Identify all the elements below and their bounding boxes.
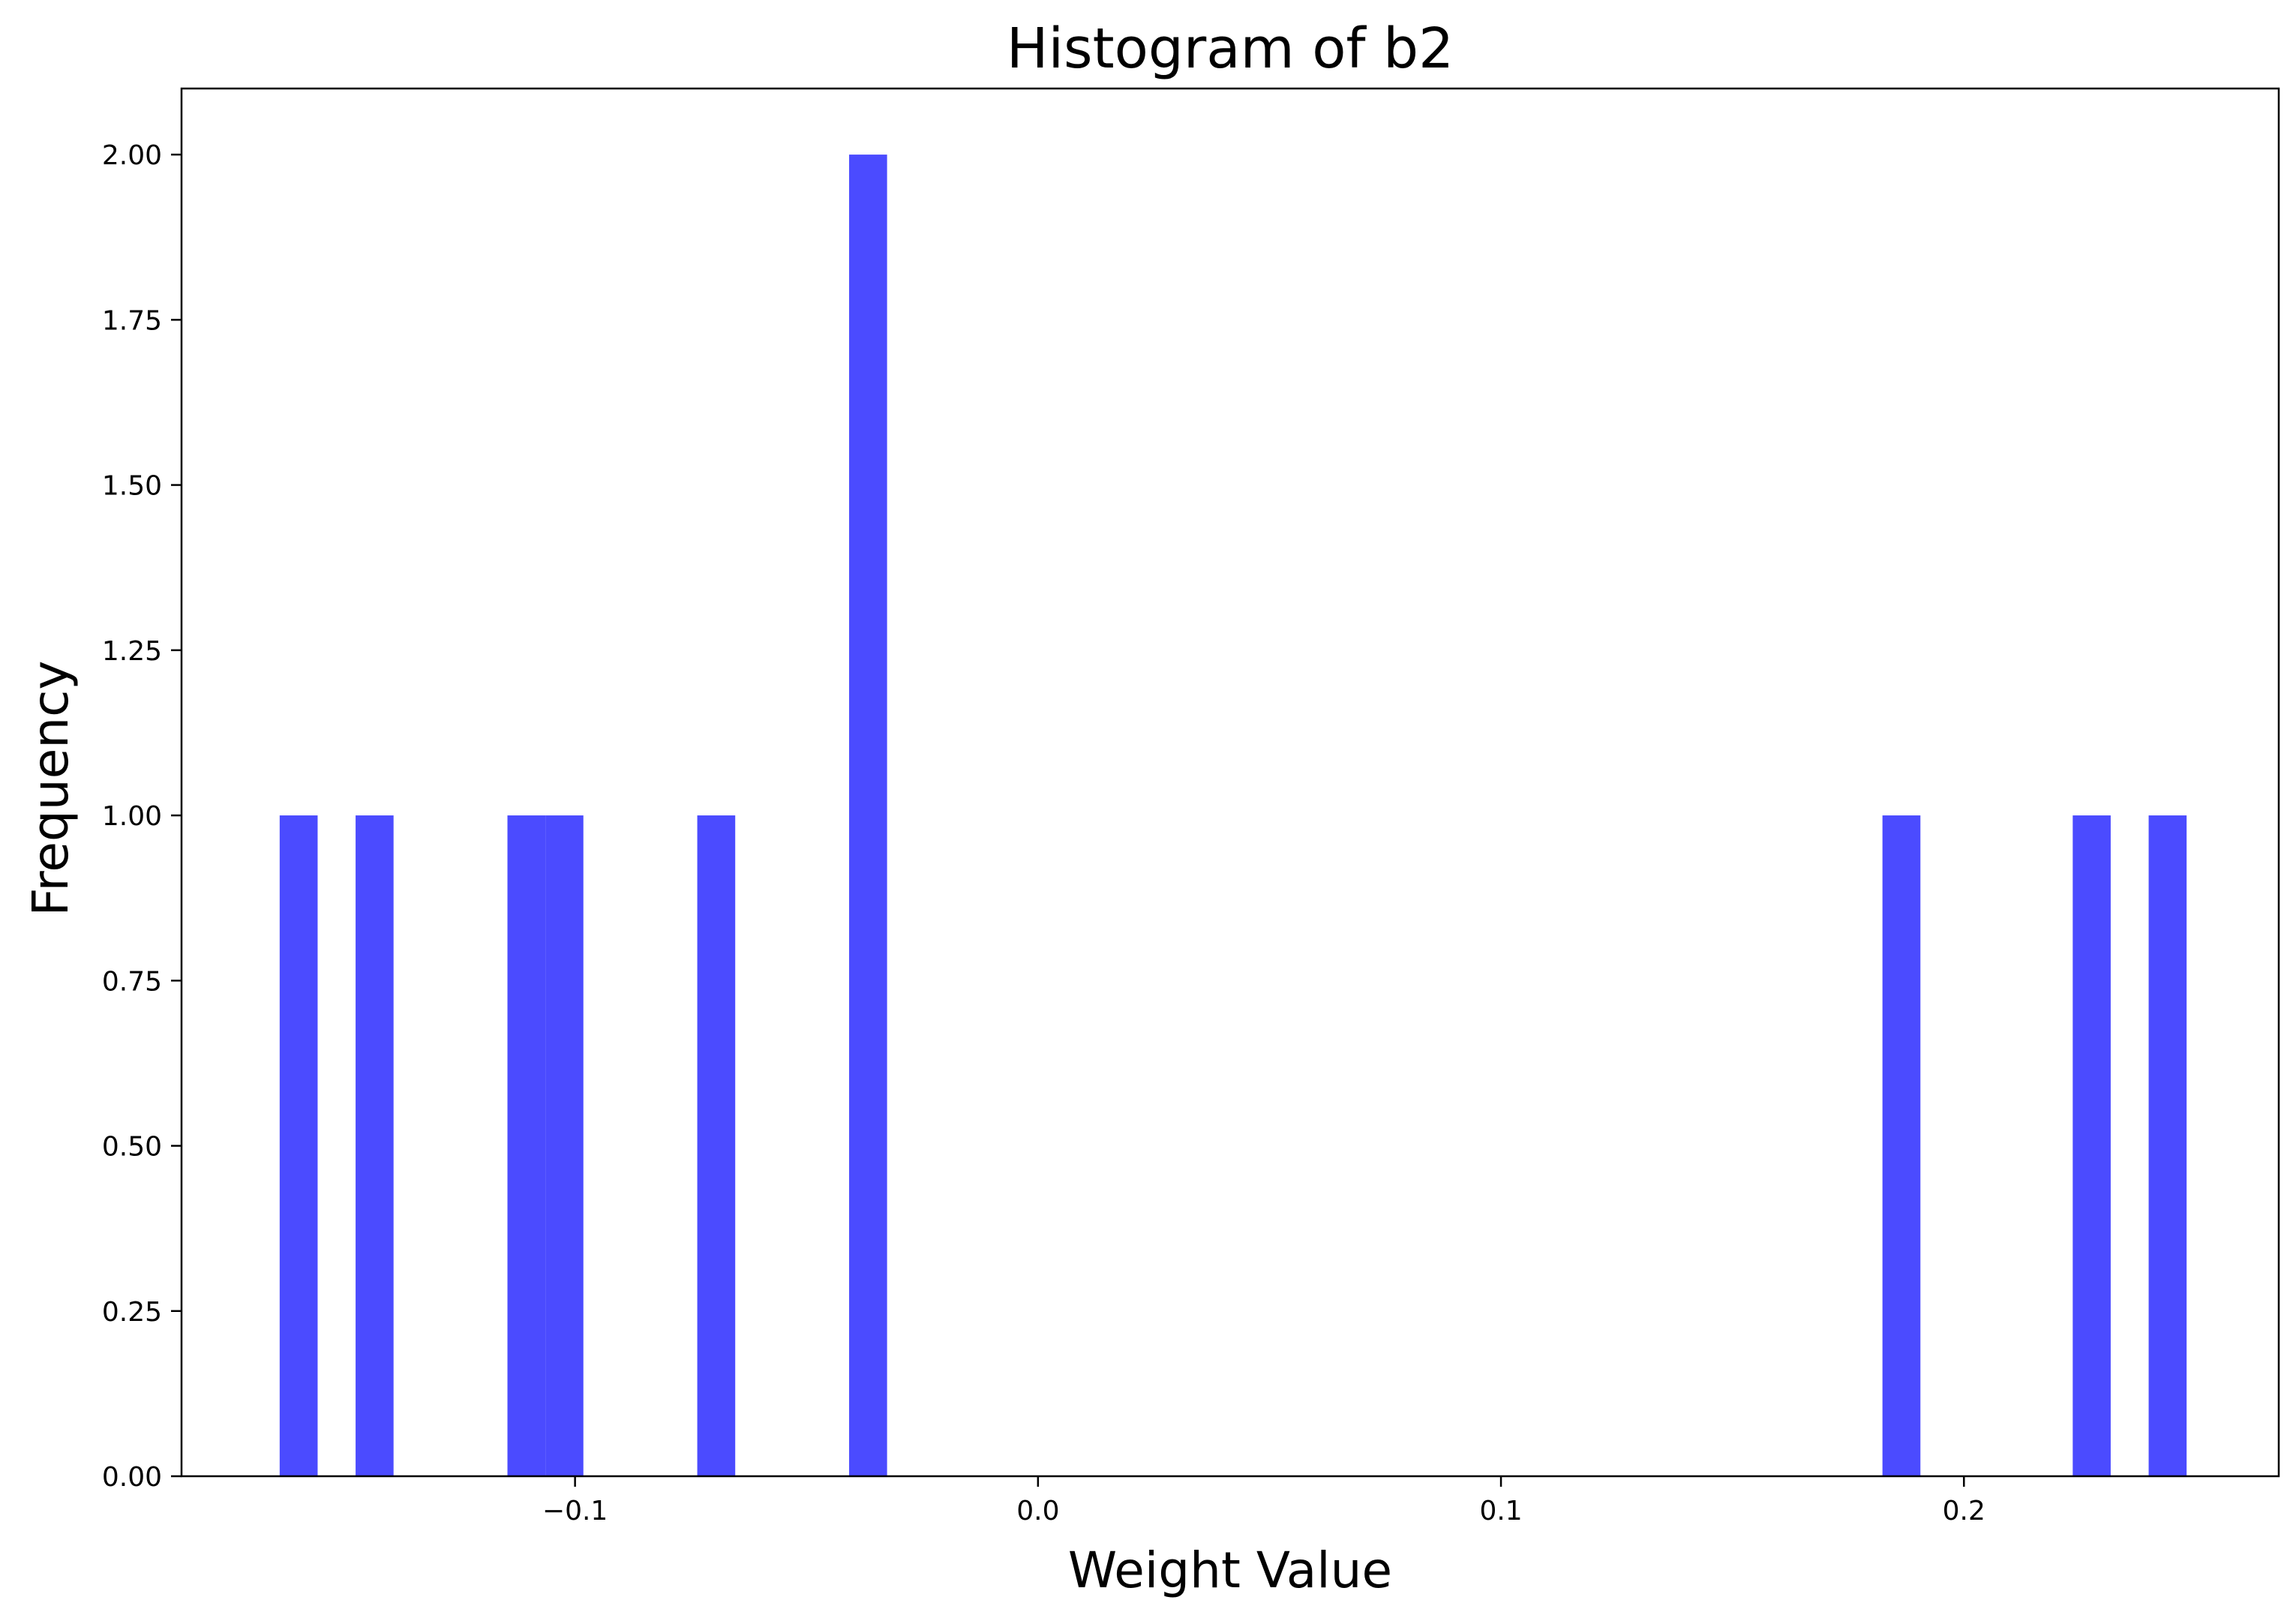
y-tick-label-5: 1.25 [102,636,162,667]
y-axis-label: Frequency [22,661,80,917]
histogram-bar-6 [1882,815,1921,1476]
y-tick-label-3: 0.75 [102,966,162,997]
x-axis-ticks: −0.1 0.0 0.1 0.2 [542,1476,1985,1526]
histogram-bar-7 [2072,815,2111,1476]
y-tick-label-2: 0.50 [102,1132,162,1163]
histogram-bar-2 [507,815,546,1476]
y-tick-label-6: 1.50 [102,471,162,502]
y-tick-label-8: 2.00 [102,140,162,171]
chart-title: Histogram of b2 [1007,17,1454,81]
bars-group [279,155,2187,1477]
x-tick-label-0: −0.1 [542,1496,608,1526]
x-axis-label: Weight Value [1068,1541,1392,1599]
y-tick-label-7: 1.75 [102,305,162,336]
histogram-bar-0 [279,815,318,1476]
y-tick-label-0: 0.00 [102,1462,162,1493]
histogram-bar-3 [545,815,584,1476]
y-tick-label-4: 1.00 [102,801,162,832]
y-tick-label-1: 0.25 [102,1297,162,1328]
histogram-bar-1 [356,815,394,1476]
x-tick-label-3: 0.2 [1943,1496,1985,1526]
x-tick-label-1: 0.0 [1016,1496,1059,1526]
y-axis-ticks: 0.00 0.25 0.50 0.75 1.00 1.25 1.50 1.75 2.00 [102,140,182,1493]
histogram-bar-5 [849,155,887,1477]
histogram-bar-4 [697,815,736,1476]
plot-frame [180,87,2280,1478]
x-tick-label-2: 0.1 [1479,1496,1522,1526]
histogram-bar-8 [2148,815,2187,1476]
